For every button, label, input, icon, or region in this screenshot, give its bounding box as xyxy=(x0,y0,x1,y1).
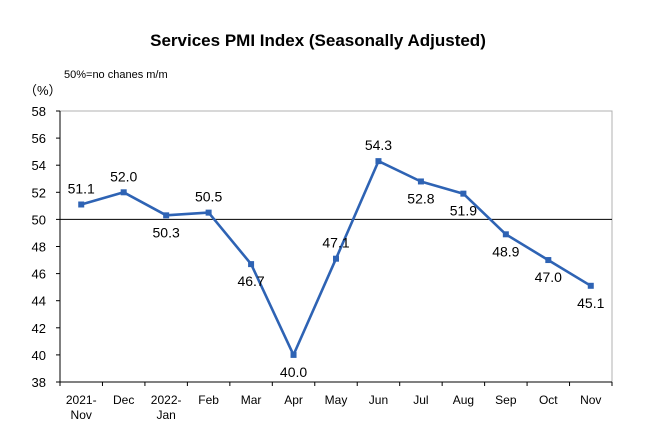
y-tick-label: 48 xyxy=(32,240,46,255)
x-tick-label: Jul xyxy=(413,393,428,407)
y-unit-label: （%） xyxy=(24,83,62,98)
data-label: 45.1 xyxy=(577,295,604,311)
x-tick-label: Dec xyxy=(113,393,134,407)
data-point xyxy=(545,257,552,264)
data-point xyxy=(120,189,127,196)
x-tick-label: Nov xyxy=(580,393,601,407)
data-label: 47.1 xyxy=(322,235,349,251)
data-point xyxy=(333,255,339,262)
x-tick-label: May xyxy=(325,393,348,407)
y-axis-ticks: 38 40 42 44 46 48 50 52 54 56 58 xyxy=(32,104,60,390)
x-axis-ticks: 2021-Nov Dec 2022-Jan Feb Mar Apr May Jun Jul Aug… xyxy=(59,382,613,422)
data-label: 47.0 xyxy=(535,269,562,285)
data-point xyxy=(417,178,424,185)
data-point xyxy=(375,158,382,165)
data-point xyxy=(290,351,297,358)
series-markers xyxy=(78,158,594,358)
data-label: 50.5 xyxy=(195,189,222,205)
y-tick-label: 38 xyxy=(32,375,46,390)
data-point xyxy=(248,261,255,268)
y-tick-label: 42 xyxy=(32,321,46,336)
chart-title: Services PMI Index (Seasonally Adjusted) xyxy=(150,31,486,50)
x-tick-label: Feb xyxy=(198,393,219,407)
y-tick-label: 52 xyxy=(32,185,46,200)
x-tick-label: Aug xyxy=(453,393,474,407)
y-tick-label: 40 xyxy=(32,348,46,363)
y-tick-label: 50 xyxy=(32,212,46,227)
x-tick-label: Sep xyxy=(495,393,517,407)
x-tick-label: Oct xyxy=(539,393,558,407)
y-tick-label: 58 xyxy=(32,104,46,119)
y-tick-label: 44 xyxy=(32,294,46,309)
data-point xyxy=(460,190,467,197)
data-labels: 51.1 52.0 50.3 50.5 46.7 40.0 47.1 54.3 52.8 51.9… xyxy=(68,137,605,380)
x-tick-label: Mar xyxy=(241,393,262,407)
data-label: 48.9 xyxy=(492,243,519,259)
y-tick-label: 46 xyxy=(32,267,46,282)
x-tick-label: 2021-Nov xyxy=(66,393,97,422)
data-label: 52.8 xyxy=(407,190,434,206)
data-label: 52.0 xyxy=(110,168,137,184)
data-label: 51.1 xyxy=(68,180,95,196)
y-tick-label: 56 xyxy=(32,131,46,146)
data-point xyxy=(78,201,85,208)
x-tick-label: Apr xyxy=(284,393,303,407)
data-point xyxy=(502,231,509,238)
reference-note: 50%=no chanes m/m xyxy=(64,69,168,81)
data-label: 46.7 xyxy=(237,273,264,289)
x-tick-label: 2022-Jan xyxy=(151,393,182,422)
data-point xyxy=(163,212,170,219)
data-point xyxy=(587,282,594,289)
x-tick-label: Jun xyxy=(369,393,388,407)
data-label: 54.3 xyxy=(365,137,392,153)
data-label: 50.3 xyxy=(153,224,180,240)
y-tick-label: 54 xyxy=(32,158,46,173)
data-point xyxy=(205,209,212,216)
data-label: 51.9 xyxy=(450,203,477,219)
data-label: 40.0 xyxy=(280,364,307,380)
